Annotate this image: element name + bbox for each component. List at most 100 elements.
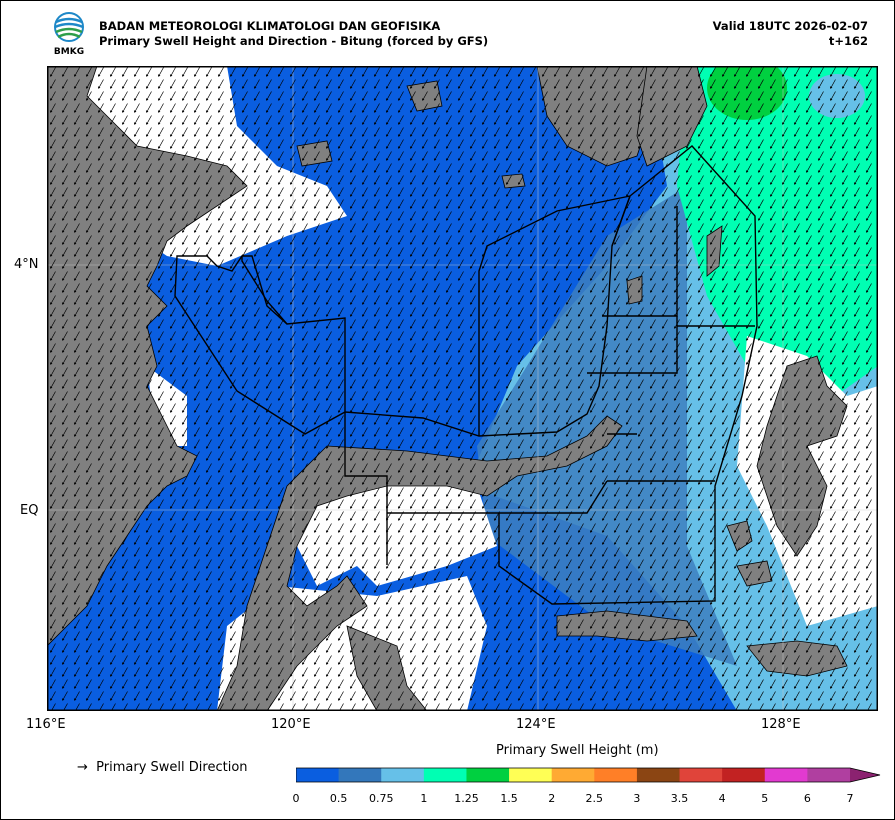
swell-arrow bbox=[157, 175, 164, 185]
swell-arrow bbox=[241, 367, 248, 377]
swell-arrow bbox=[421, 307, 428, 317]
swell-arrow bbox=[565, 127, 572, 137]
swell-arrow bbox=[685, 355, 692, 365]
swell-arrow bbox=[805, 283, 812, 293]
swell-arrow bbox=[109, 247, 116, 257]
swell-arrow bbox=[337, 247, 344, 257]
swell-arrow bbox=[805, 103, 812, 113]
swell-arrow bbox=[421, 199, 428, 209]
swell-arrow bbox=[253, 307, 260, 317]
swell-arrow bbox=[205, 175, 212, 185]
swell-arrow bbox=[757, 127, 764, 137]
swell-arrow bbox=[445, 223, 452, 233]
swell-arrow bbox=[565, 355, 572, 365]
swell-arrow bbox=[337, 187, 344, 197]
swell-arrow bbox=[781, 115, 788, 125]
swell-arrow bbox=[457, 379, 464, 389]
swell-arrow bbox=[661, 211, 668, 221]
swell-arrow bbox=[817, 355, 824, 365]
swell-arrow bbox=[193, 211, 200, 221]
swell-arrow bbox=[349, 151, 356, 161]
swell-arrow bbox=[625, 127, 632, 137]
swell-arrow bbox=[433, 307, 440, 317]
swell-arrow bbox=[385, 391, 392, 401]
swell-arrow bbox=[805, 271, 812, 281]
swell-arrow bbox=[853, 343, 860, 353]
swell-arrow bbox=[229, 175, 236, 185]
swell-arrow bbox=[121, 211, 128, 221]
swell-arrow bbox=[445, 127, 452, 137]
swell-arrow bbox=[193, 343, 200, 353]
swell-arrow bbox=[409, 271, 416, 281]
swell-arrow bbox=[313, 67, 320, 77]
swell-arrow bbox=[133, 391, 140, 401]
swell-arrow bbox=[373, 115, 380, 125]
swell-arrow bbox=[829, 139, 836, 149]
swell-arrow bbox=[265, 391, 272, 401]
swell-arrow bbox=[193, 415, 200, 425]
swell-arrow bbox=[589, 211, 596, 221]
swell-arrow bbox=[469, 175, 476, 185]
swell-arrow bbox=[445, 139, 452, 149]
swell-arrow bbox=[853, 331, 860, 341]
swell-arrow bbox=[553, 271, 560, 281]
swell-arrow bbox=[217, 79, 224, 89]
swell-arrow bbox=[565, 91, 572, 101]
swell-arrow bbox=[661, 79, 668, 89]
swell-arrow bbox=[613, 211, 620, 221]
swell-arrow bbox=[853, 307, 860, 317]
swell-arrow bbox=[841, 283, 848, 293]
swell-arrow bbox=[685, 139, 692, 149]
swell-arrow bbox=[841, 103, 848, 113]
swell-arrow bbox=[697, 187, 704, 197]
swell-arrow bbox=[721, 139, 728, 149]
swell-arrow bbox=[157, 331, 164, 341]
swell-arrow bbox=[265, 331, 272, 341]
swell-arrow bbox=[61, 79, 68, 89]
swell-arrow bbox=[265, 199, 272, 209]
swell-arrow bbox=[121, 91, 128, 101]
swell-arrow bbox=[853, 187, 860, 197]
swell-arrow bbox=[769, 343, 776, 353]
swell-arrow bbox=[97, 355, 104, 365]
swell-arrow bbox=[433, 115, 440, 125]
swell-arrow bbox=[505, 163, 512, 173]
swell-arrow bbox=[181, 391, 188, 401]
swell-arrow bbox=[841, 175, 848, 185]
swell-arrow bbox=[457, 355, 464, 365]
swell-arrow bbox=[589, 403, 596, 413]
swell-arrow bbox=[517, 367, 524, 377]
swell-arrow bbox=[745, 379, 752, 389]
swell-arrow bbox=[169, 175, 176, 185]
swell-arrow bbox=[637, 367, 644, 377]
swell-arrow bbox=[517, 379, 524, 389]
swell-arrow bbox=[829, 79, 836, 89]
swell-arrow bbox=[457, 415, 464, 425]
swell-arrow bbox=[157, 91, 164, 101]
swell-arrow bbox=[61, 403, 68, 413]
swell-arrow bbox=[337, 295, 344, 305]
swell-arrow bbox=[793, 187, 800, 197]
swell-arrow bbox=[721, 331, 728, 341]
swell-arrow bbox=[85, 271, 92, 281]
swell-arrow bbox=[409, 211, 416, 221]
swell-arrow bbox=[517, 67, 524, 77]
swell-arrow bbox=[757, 67, 764, 77]
swell-arrow bbox=[481, 271, 488, 281]
swell-arrow bbox=[133, 331, 140, 341]
swell-arrow bbox=[733, 163, 740, 173]
swell-arrow bbox=[85, 67, 92, 77]
swell-arrow bbox=[625, 175, 632, 185]
swell-arrow bbox=[829, 199, 836, 209]
swell-arrow bbox=[193, 283, 200, 293]
swell-arrow bbox=[805, 379, 812, 389]
swell-arrow bbox=[421, 319, 428, 329]
swell-arrow bbox=[445, 259, 452, 269]
swell-arrow bbox=[325, 271, 332, 281]
swell-arrow bbox=[781, 283, 788, 293]
swell-arrow bbox=[445, 151, 452, 161]
swell-arrow bbox=[469, 211, 476, 221]
swell-arrow bbox=[181, 139, 188, 149]
swell-arrow bbox=[781, 271, 788, 281]
swell-arrow bbox=[829, 247, 836, 257]
